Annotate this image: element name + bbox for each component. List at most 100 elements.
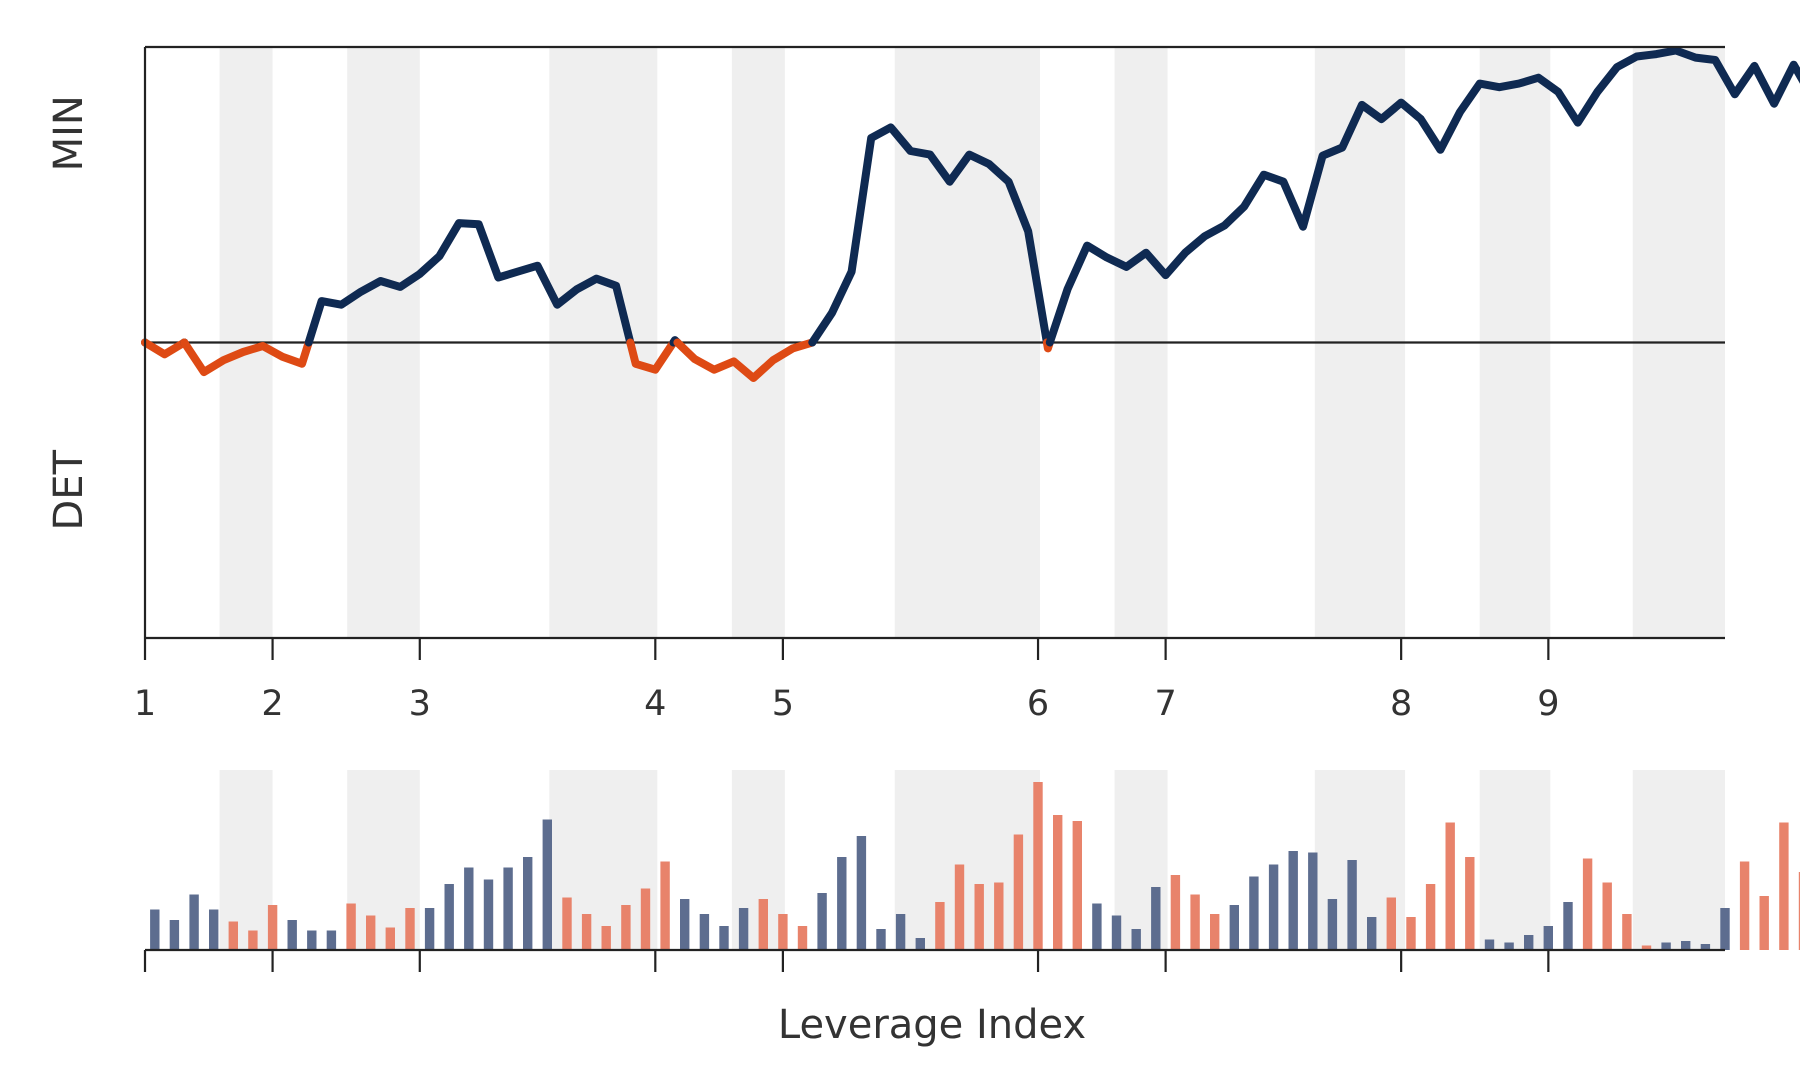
- bar-81: [1739, 861, 1750, 950]
- bar-49: [1111, 915, 1122, 950]
- main-tick-label-3: 4: [644, 684, 666, 724]
- main-tick-label-2: 3: [409, 684, 431, 724]
- bar-15: [444, 884, 454, 950]
- bar-53: [1190, 894, 1200, 950]
- line-segment-3: [180, 338, 313, 377]
- main-tick-label-5: 6: [1027, 684, 1049, 724]
- bar-band-0: [219, 770, 273, 950]
- bar-24: [621, 905, 631, 950]
- bar-14: [424, 908, 435, 950]
- bar-4: [228, 921, 238, 950]
- line-segment-10: [1045, 46, 1800, 347]
- bar-12: [385, 927, 395, 950]
- bar-19: [523, 857, 533, 950]
- line-segment-7: [673, 338, 817, 382]
- main-tick-label-8: 9: [1537, 684, 1559, 724]
- bar-42: [974, 884, 984, 950]
- bar-34: [817, 893, 827, 950]
- bar-73: [1582, 858, 1593, 950]
- bar-51: [1151, 887, 1161, 950]
- bar-63: [1386, 897, 1396, 950]
- bar-66: [1445, 822, 1455, 950]
- bar-67: [1465, 857, 1475, 950]
- bar-33: [797, 926, 808, 950]
- bar-9: [326, 930, 337, 950]
- bar-x-ticks: [143, 950, 1550, 972]
- bar-31: [758, 899, 768, 950]
- bar-69: [1504, 942, 1514, 950]
- bar-72: [1563, 902, 1573, 950]
- main-tick-label-0: 1: [134, 684, 156, 724]
- bar-18: [503, 867, 513, 950]
- bar-40: [935, 902, 945, 950]
- bar-41: [954, 864, 965, 950]
- bar-2: [189, 894, 199, 950]
- bar-70: [1524, 935, 1534, 950]
- bar-1: [169, 920, 180, 950]
- bar-26: [660, 861, 670, 950]
- bar-74: [1602, 882, 1612, 950]
- x-axis-label: Leverage Index: [778, 1002, 1086, 1048]
- bar-band-8: [1632, 770, 1725, 950]
- bar-39: [915, 938, 925, 950]
- bar-60: [1327, 899, 1338, 950]
- bar-chart: Leverage Index: [143, 770, 1800, 1048]
- bar-10: [346, 903, 356, 950]
- bar-5: [248, 930, 258, 950]
- bar-45: [1033, 782, 1043, 950]
- bar-58: [1288, 851, 1298, 950]
- bar-80: [1720, 908, 1730, 950]
- bar-56: [1249, 876, 1259, 950]
- main-tick-label-1: 2: [261, 684, 283, 724]
- bar-77: [1661, 942, 1671, 950]
- main-tick-label-4: 5: [772, 684, 794, 724]
- bar-7: [287, 920, 297, 950]
- bar-47: [1072, 821, 1082, 950]
- y-axis-label-bottom: DET: [46, 449, 92, 530]
- bar-11: [366, 915, 376, 950]
- line-segment-5: [626, 338, 678, 374]
- bar-50: [1131, 929, 1141, 950]
- bar-62: [1367, 917, 1377, 950]
- bar-17: [483, 879, 494, 950]
- bar-16: [464, 867, 474, 950]
- bar-79: [1700, 944, 1711, 950]
- bar-0: [150, 909, 160, 950]
- main-line-series: [141, 46, 1800, 382]
- bar-57: [1268, 864, 1279, 950]
- main-x-ticks: 1 2 3 4 5 6 7 8 9: [134, 638, 1559, 724]
- bar-68: [1484, 939, 1495, 950]
- main-line-chart: 1 2 3 4 5 6 7 8 9 MIN DET: [46, 45, 1800, 724]
- bar-78: [1681, 941, 1691, 950]
- bar-65: [1425, 884, 1436, 950]
- bar-82: [1759, 896, 1769, 950]
- bar-8: [307, 930, 317, 950]
- bar-64: [1406, 917, 1416, 950]
- bar-3: [209, 909, 219, 950]
- bar-48: [1092, 903, 1102, 950]
- bar-32: [778, 914, 788, 950]
- bar-23: [601, 926, 611, 950]
- bar-43: [994, 882, 1004, 950]
- bar-38: [895, 914, 906, 950]
- bar-22: [581, 914, 592, 950]
- y-axis-label-top: MIN: [46, 95, 92, 171]
- bar-84: [1798, 872, 1800, 950]
- bar-13: [405, 908, 415, 950]
- bar-20: [542, 819, 552, 950]
- line-segment-8: [808, 123, 1051, 347]
- bar-27: [680, 899, 690, 950]
- bar-series: [150, 782, 1800, 950]
- bar-30: [738, 908, 749, 950]
- bar-band-7: [1479, 770, 1551, 950]
- bar-55: [1229, 905, 1239, 950]
- line-segment-4: [304, 219, 635, 347]
- bar-76: [1641, 945, 1652, 950]
- bar-35: [837, 857, 847, 950]
- bar-6: [267, 905, 278, 950]
- bar-75: [1622, 914, 1632, 950]
- bar-28: [699, 914, 710, 950]
- bar-29: [719, 926, 729, 950]
- main-tick-label-7: 8: [1390, 684, 1412, 724]
